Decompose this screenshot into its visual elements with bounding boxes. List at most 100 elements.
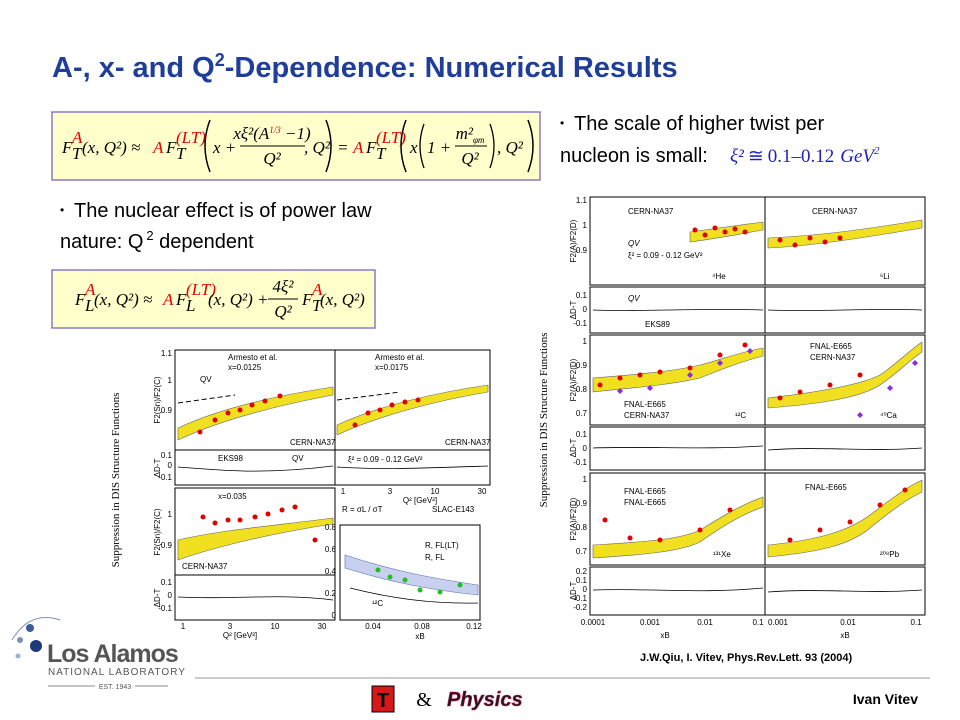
- y-axis-label: F2(Sn)/F2(C): [153, 508, 162, 555]
- legend-label: CERN-NA37: [624, 411, 670, 420]
- tick-label: 1.1: [161, 349, 173, 358]
- eq-part: L: [84, 296, 94, 315]
- panel-label: ²⁰⁸Pb: [880, 550, 900, 559]
- x-axis-label: xB: [840, 631, 849, 640]
- equation-box: F T A (x, Q²) ≈ A F T (LT) x + xξ²(A1/3 …: [51, 111, 541, 181]
- tick-label: 1: [168, 510, 173, 519]
- panel: [764, 566, 926, 616]
- tick-label: 0.4: [325, 567, 337, 576]
- tick-label: 0.1: [161, 451, 173, 460]
- tick-label: 0.7: [576, 409, 588, 418]
- legend-label: ξ² = 0.09 - 0.12 GeV²: [348, 455, 423, 464]
- panel-label: CERN-NA37: [182, 562, 228, 571]
- panel-label: R = σL / σT: [342, 505, 383, 514]
- band: [767, 341, 923, 409]
- title-text: A-, x- and Q: [52, 52, 215, 84]
- logo-dot: [15, 653, 21, 659]
- logo-dot: [17, 637, 23, 643]
- tick-label: 0.1: [161, 578, 173, 587]
- bullet-sup: 2: [146, 228, 153, 243]
- equation-box: F L A (x, Q²) ≈ A F L (LT) (x, Q²) + 4ξ²…: [51, 269, 376, 329]
- logo-dot: [30, 640, 42, 652]
- legend-label: R, FL: [425, 553, 445, 562]
- paren: [419, 123, 425, 169]
- eq-part: (x, Q²) ≈: [94, 290, 152, 309]
- tick-label: 0.1: [576, 576, 588, 585]
- footer: T & Physics Ivan Vitev: [371, 685, 918, 713]
- eq-part: T: [376, 144, 387, 163]
- legend-label: FNAL-E665: [624, 498, 666, 507]
- eq-part: T: [72, 144, 83, 163]
- t-logo: [371, 685, 395, 713]
- eq-part: T: [312, 296, 323, 315]
- tick-label: 1: [341, 487, 346, 496]
- y-axis-label: ΔD-T: [569, 439, 578, 458]
- logo-dot: [26, 624, 34, 632]
- y-axis-label: F2(Sn)/F2(C): [153, 376, 162, 423]
- tick-label: 0.9: [576, 246, 588, 255]
- band: [592, 347, 764, 393]
- tick-label: 1.1: [576, 196, 588, 205]
- y-axis-label: F2(A)/F2(D): [569, 497, 578, 540]
- x-axis-label: xB: [415, 632, 424, 641]
- bullet-text: The scale of higher twist per: [574, 113, 824, 135]
- figure-right: Suppression in DIS Structure Functions: [538, 196, 926, 640]
- legend-label: FNAL-E665: [624, 487, 666, 496]
- tick-label: 0.01: [697, 618, 713, 627]
- tick-label: 0.9: [161, 406, 173, 415]
- tick-label: 1: [583, 475, 588, 484]
- slide-title: A-, x- and Q2-Dependence: Numerical Resu…: [52, 50, 678, 84]
- panel: [764, 286, 926, 334]
- legend-label: Armesto et al.: [228, 353, 277, 362]
- points: [197, 393, 421, 543]
- bullet-dot: •: [560, 116, 564, 130]
- tick-label: 0.2: [325, 589, 337, 598]
- points: [597, 225, 908, 543]
- eq-part: , Q²: [304, 138, 331, 157]
- bullet-dot: •: [60, 203, 64, 217]
- eq-part: L: [185, 296, 195, 315]
- eq-numerator: xξ²(A1/3 −1): [232, 124, 311, 143]
- band: [177, 386, 334, 441]
- tick-label: 0.9: [576, 499, 588, 508]
- tick-label: 0.8: [325, 523, 337, 532]
- bullet: • The nuclear effect is of power law nat…: [60, 200, 372, 253]
- eq-part: A: [352, 138, 364, 157]
- tick-label: 0.1: [576, 291, 588, 300]
- panel: [764, 334, 926, 426]
- eq-part: F: [165, 138, 177, 157]
- tick-label: 0: [583, 444, 588, 453]
- figure-caption: Suppression in DIS Structure Functions: [110, 393, 122, 568]
- panel-label: ¹²C: [372, 599, 383, 608]
- paren: [204, 119, 211, 173]
- tick-label: 0.2: [576, 567, 588, 576]
- tick-label: 0.9: [576, 361, 588, 370]
- lanl-logo: Los Alamos NATIONAL LABORATORY EST. 1943: [11, 617, 185, 691]
- eq-part: (x, Q²) ≈: [82, 138, 140, 157]
- y-axis-label: F2(A)/F2(D): [569, 358, 578, 401]
- y-axis-label: ΔD-T: [153, 459, 162, 478]
- panel: [764, 196, 926, 286]
- t-logo-text: T: [377, 690, 389, 712]
- logo-name: Los Alamos: [47, 640, 178, 668]
- tick-label: -0.1: [573, 458, 587, 467]
- legend-label: QV: [628, 294, 640, 303]
- y-axis-label: ΔD-T: [569, 301, 578, 320]
- eq-part: F: [175, 290, 187, 309]
- eq-part: φm: [473, 135, 485, 145]
- formula-part: 0.1–0.12: [768, 146, 835, 167]
- tick-label: 0: [168, 461, 173, 470]
- ampersand: &: [416, 689, 432, 711]
- physics-logo: Physics: [447, 689, 523, 711]
- tick-label: 0.1: [576, 430, 588, 439]
- eq-part: 1/3: [269, 125, 281, 135]
- legend-label: CERN-NA37: [812, 207, 858, 216]
- curve: [592, 309, 923, 593]
- paren: [400, 119, 407, 173]
- tick-label: 0.08: [414, 622, 430, 631]
- panel: [764, 426, 926, 471]
- formula-part: ξ²: [730, 146, 744, 167]
- eq-part: m²: [456, 124, 474, 143]
